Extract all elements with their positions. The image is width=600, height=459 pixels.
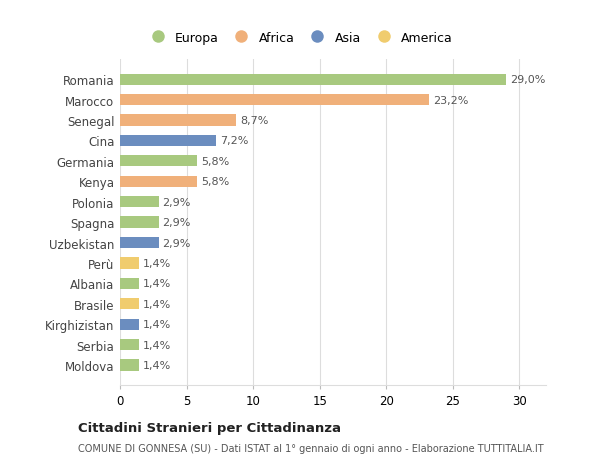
Text: 23,2%: 23,2% (433, 95, 468, 106)
Text: 2,9%: 2,9% (163, 218, 191, 228)
Bar (120, 74, 506, 86)
Bar (120, 319, 139, 330)
Text: 2,9%: 2,9% (163, 197, 191, 207)
Bar (120, 298, 139, 310)
Text: 1,4%: 1,4% (143, 258, 171, 269)
Text: 29,0%: 29,0% (510, 75, 545, 85)
Text: 2,9%: 2,9% (163, 238, 191, 248)
Bar (120, 237, 158, 249)
Text: 7,2%: 7,2% (220, 136, 248, 146)
Text: 1,4%: 1,4% (143, 319, 171, 330)
Text: COMUNE DI GONNESA (SU) - Dati ISTAT al 1° gennaio di ogni anno - Elaborazione TU: COMUNE DI GONNESA (SU) - Dati ISTAT al 1… (78, 443, 544, 453)
Bar (120, 156, 197, 167)
Bar (120, 176, 197, 187)
Legend: Europa, Africa, Asia, America: Europa, Africa, Asia, America (140, 27, 458, 50)
Text: 1,4%: 1,4% (143, 360, 171, 370)
Text: 5,8%: 5,8% (201, 177, 229, 187)
Bar (120, 258, 139, 269)
Bar (120, 115, 236, 126)
Bar (120, 339, 139, 350)
Text: 8,7%: 8,7% (240, 116, 268, 126)
Text: Cittadini Stranieri per Cittadinanza: Cittadini Stranieri per Cittadinanza (78, 421, 341, 434)
Bar (120, 95, 429, 106)
Bar (120, 196, 158, 208)
Text: 1,4%: 1,4% (143, 299, 171, 309)
Text: 5,8%: 5,8% (201, 157, 229, 167)
Bar (120, 359, 139, 371)
Bar (120, 217, 158, 228)
Bar (120, 135, 216, 147)
Text: 1,4%: 1,4% (143, 340, 171, 350)
Bar (120, 278, 139, 289)
Text: 1,4%: 1,4% (143, 279, 171, 289)
